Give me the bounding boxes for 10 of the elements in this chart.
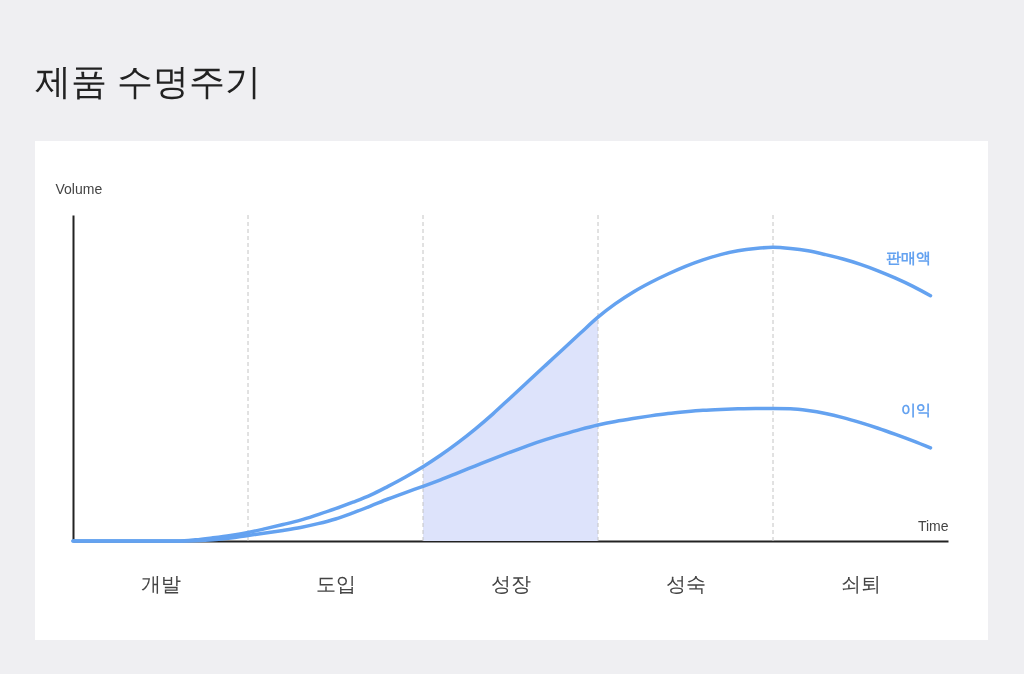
x-tick-label: 성장 (491, 572, 531, 595)
series-label: 이익 (900, 400, 931, 418)
series-label: 판매액 (885, 248, 931, 266)
x-tick-label: 쇠퇴 (841, 572, 881, 595)
x-axis-title: Time (917, 517, 949, 534)
x-tick-label: 성숙 (666, 572, 706, 595)
chart-title: 제품 수명주기 (35, 60, 262, 104)
x-tick-label: 도입 (316, 572, 356, 595)
x-tick-label: 개발 (141, 572, 181, 595)
y-axis-title: Volume (55, 180, 103, 197)
